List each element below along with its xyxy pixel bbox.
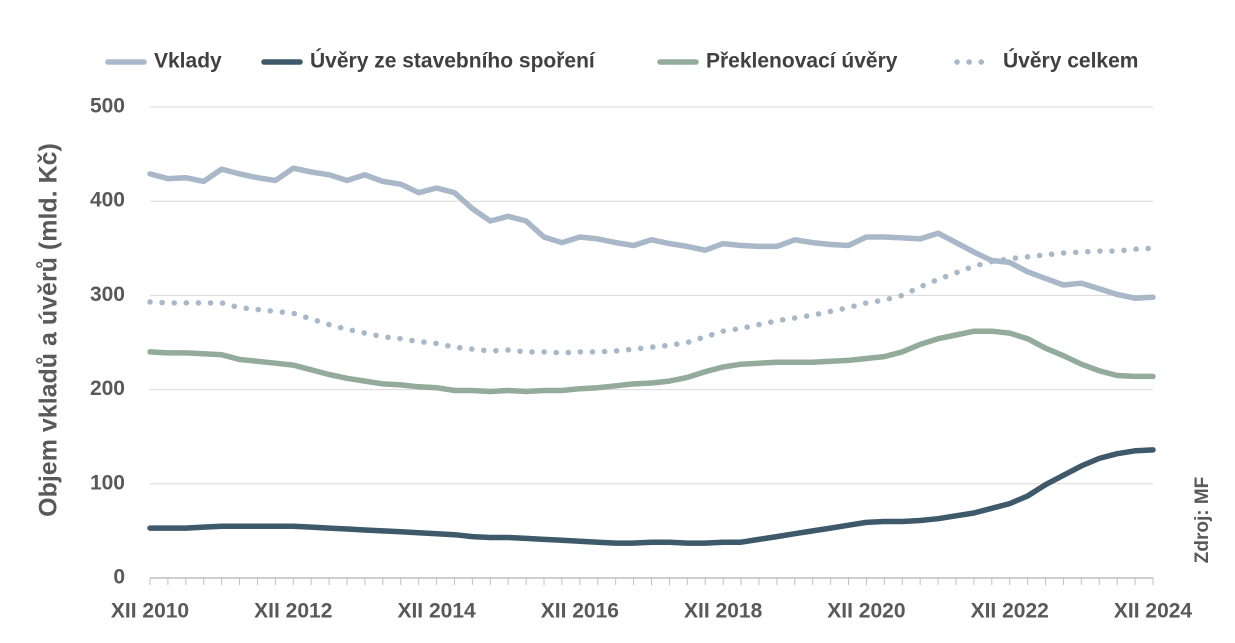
legend-label: Úvěry ze stavebního spoření xyxy=(310,49,596,73)
x-tick-label: XII 2012 xyxy=(254,600,332,623)
series-line-1 xyxy=(147,165,1156,301)
x-tick-label: XII 2024 xyxy=(1114,600,1193,623)
y-tick-label: 500 xyxy=(90,95,125,118)
legend: Vklady Úvěry ze stavebního spoření Překlen… xyxy=(105,49,1138,73)
x-tick-label: XII 2010 xyxy=(111,600,189,623)
x-axis: XII 2010 XII 2012 XII 2014 XII 2016 XII 2018… xyxy=(111,577,1193,623)
series-line-2 xyxy=(147,447,1156,546)
y-axis-title: Objem vkladů a úvěrů (mld. Kč) xyxy=(35,143,63,517)
x-tick-label: XII 2016 xyxy=(541,600,619,623)
y-axis: 0 100 200 300 400 500 xyxy=(90,95,125,589)
series-line-3 xyxy=(147,328,1156,395)
x-tick-label: XII 2014 xyxy=(397,600,476,623)
x-tick-label: XII 2022 xyxy=(971,600,1049,623)
source-note: Zdroj: MF xyxy=(1192,477,1213,564)
x-tick-label: XII 2020 xyxy=(827,600,905,623)
y-tick-label: 400 xyxy=(90,189,125,212)
legend-label: Vklady xyxy=(154,50,222,73)
y-tick-label: 100 xyxy=(90,471,125,494)
series-line-4 xyxy=(147,245,1156,356)
legend-label: Úvěry celkem xyxy=(1003,49,1138,73)
x-tick-label: XII 2018 xyxy=(684,600,763,623)
series-lines xyxy=(147,165,1156,546)
y-tick-label: 300 xyxy=(90,283,125,306)
y-tick-label: 0 xyxy=(113,566,125,589)
y-tick-label: 200 xyxy=(90,377,125,400)
gridlines xyxy=(150,106,1153,485)
legend-label: Překlenovací úvěry xyxy=(706,50,898,73)
